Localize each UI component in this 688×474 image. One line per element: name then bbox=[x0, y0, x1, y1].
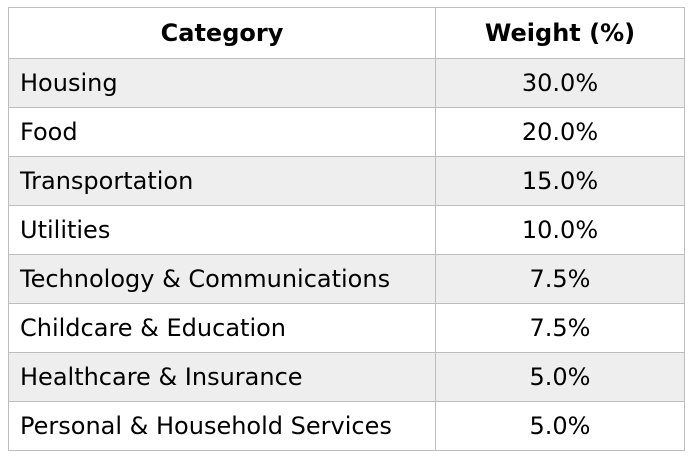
table-row: Transportation 15.0% bbox=[8, 156, 685, 206]
weight-cell: 7.5% bbox=[435, 303, 685, 353]
weight-cell: 5.0% bbox=[435, 401, 685, 451]
table-row: Childcare & Education 7.5% bbox=[8, 303, 685, 353]
table-body: Housing 30.0% Food 20.0% Transportation 15.0%… bbox=[8, 58, 685, 451]
table-row: Personal & Household Services 5.0% bbox=[8, 401, 685, 451]
category-cell: Transportation bbox=[8, 156, 436, 206]
weight-cell: 20.0% bbox=[435, 107, 685, 157]
category-cell: Childcare & Education bbox=[8, 303, 436, 353]
category-cell: Technology & Communications bbox=[8, 254, 436, 304]
table-row: Food 20.0% bbox=[8, 107, 685, 157]
weight-cell: 10.0% bbox=[435, 205, 685, 255]
weight-cell: 30.0% bbox=[435, 58, 685, 108]
weights-table: Category Weight (%) Housing 30.0% Food 20.0… bbox=[8, 7, 685, 451]
weight-cell: 7.5% bbox=[435, 254, 685, 304]
column-header-weight: Weight (%) bbox=[435, 7, 685, 59]
column-header-category: Category bbox=[8, 7, 436, 59]
category-cell: Utilities bbox=[8, 205, 436, 255]
table-row: Technology & Communications 7.5% bbox=[8, 254, 685, 304]
category-cell: Healthcare & Insurance bbox=[8, 352, 436, 402]
weight-cell: 15.0% bbox=[435, 156, 685, 206]
table-row: Utilities 10.0% bbox=[8, 205, 685, 255]
table-header-row: Category Weight (%) bbox=[8, 7, 685, 59]
table-row: Housing 30.0% bbox=[8, 58, 685, 108]
category-cell: Food bbox=[8, 107, 436, 157]
weight-cell: 5.0% bbox=[435, 352, 685, 402]
category-cell: Housing bbox=[8, 58, 436, 108]
category-cell: Personal & Household Services bbox=[8, 401, 436, 451]
table-row: Healthcare & Insurance 5.0% bbox=[8, 352, 685, 402]
